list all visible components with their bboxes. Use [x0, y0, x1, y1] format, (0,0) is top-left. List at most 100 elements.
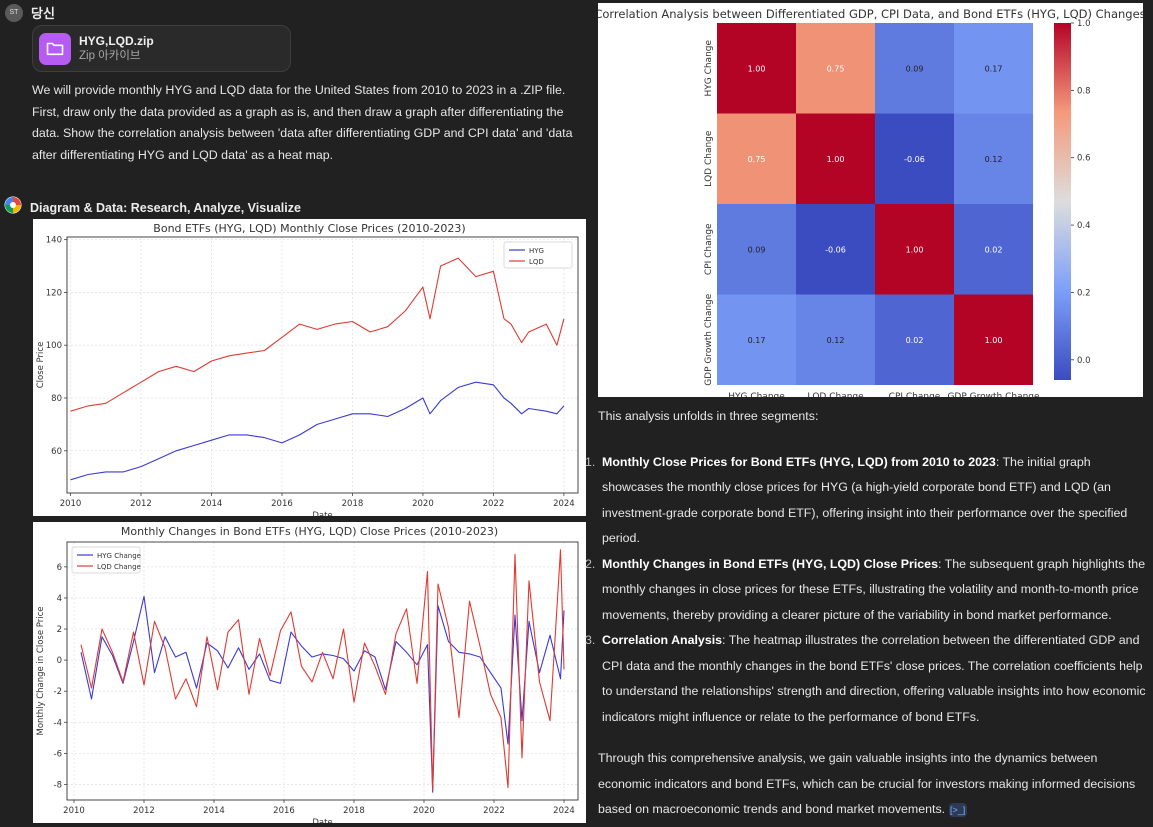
list-number: 1.: [585, 454, 596, 469]
code-citation-icon[interactable]: [>_]: [948, 802, 967, 817]
y-tick-label: -4: [54, 718, 62, 728]
heatmap-value: -0.06: [904, 155, 925, 164]
heatmap-cell: [717, 294, 796, 385]
y-tick-label: 4: [57, 594, 62, 604]
assistant-name: Diagram & Data: Research, Analyze, Visua…: [30, 200, 301, 215]
analysis-item: 1. Monthly Close Prices for Bond ETFs (HY…: [585, 450, 1153, 552]
colorbar: [1054, 23, 1071, 380]
heatmap-value: 0.09: [748, 245, 766, 254]
heatmap-value: 0.12: [985, 155, 1003, 164]
heatmap-x-label: HYG Change: [728, 392, 785, 397]
heatmap-x-label: CPI Change: [889, 392, 941, 397]
heatmap-cell: [875, 113, 954, 204]
series-line-hyg: [70, 381, 565, 481]
heatmap-value: -0.06: [825, 245, 846, 254]
heatmap-cell: [717, 23, 796, 114]
heatmap-value: 1.00: [748, 64, 766, 73]
heatmap-cell: [954, 113, 1033, 204]
price-chart: Bond ETFs (HYG, LQD) Monthly Close Price…: [33, 219, 586, 516]
y-tick-label: 2: [57, 625, 62, 635]
legend-label: LQD Change: [97, 563, 141, 571]
x-tick-label: 2024: [553, 499, 575, 509]
heatmap-cell: [717, 113, 796, 204]
heatmap-cell: [954, 204, 1033, 295]
plot-area-frame: [66, 541, 579, 801]
price-chart-svg: Bond ETFs (HYG, LQD) Monthly Close Price…: [36, 222, 579, 516]
y-tick-label: 120: [46, 288, 62, 298]
analysis-intro: This analysis unfolds in three segments:: [598, 409, 819, 423]
list-number: 2.: [585, 556, 596, 571]
chat-left-column: ST 당신 HYG,LQD.zip Zip 아카이브 We will provi…: [4, 3, 586, 823]
series-line-lqd: [80, 549, 565, 792]
assistant-header: Diagram & Data: Research, Analyze, Visua…: [4, 196, 301, 219]
analysis-item-title: Monthly Close Prices for Bond ETFs (HYG,…: [602, 454, 996, 469]
attachment-type: Zip 아카이브: [79, 49, 141, 62]
x-tick-label: 2012: [130, 499, 152, 509]
legend-label: HYG: [529, 247, 544, 255]
x-tick-label: 2010: [63, 806, 85, 816]
colorbar-tick-label: 1.0: [1077, 19, 1091, 29]
y-tick-label: 100: [46, 341, 62, 351]
analysis-item-text: : The subsequent graph highlights the mo…: [602, 556, 1146, 622]
y-tick-label: -8: [54, 780, 62, 790]
heatmap-svg: Correlation Analysis between Differentia…: [594, 7, 1145, 402]
correlation-heatmap: Correlation Analysis between Differentia…: [594, 3, 1146, 402]
y-tick-label: 80: [51, 394, 62, 404]
change-chart: Monthly Changes in Bond ETFs (HYG, LQD) …: [33, 522, 586, 823]
heatmap-cell: [717, 204, 796, 295]
heatmap-value: 1.00: [985, 336, 1003, 345]
y-axis-label: Monthly Change in Close Price: [36, 606, 46, 735]
heatmap-value: 1.00: [906, 245, 924, 254]
analysis-list: 1. Monthly Close Prices for Bond ETFs (HY…: [585, 450, 1153, 731]
analysis-outro-text: Through this comprehensive analysis, we …: [598, 751, 1136, 816]
y-tick-label: 6: [57, 563, 62, 573]
user-header: ST 당신: [5, 3, 55, 22]
chart-title: Monthly Changes in Bond ETFs (HYG, LQD) …: [121, 525, 498, 538]
x-tick-label: 2018: [342, 499, 364, 509]
change-chart-svg: Monthly Changes in Bond ETFs (HYG, LQD) …: [36, 525, 579, 823]
chart-title: Correlation Analysis between Differentia…: [598, 7, 1143, 21]
heatmap-value: 0.17: [985, 64, 1003, 73]
heatmap-cell: [954, 294, 1033, 385]
heatmap-y-label: LQD Change: [704, 130, 714, 187]
heatmap-y-label: GDP Growth Change: [704, 293, 714, 386]
heatmap-cell: [954, 23, 1033, 114]
y-tick-label: 0: [57, 656, 62, 666]
user-prompt: We will provide monthly HYG and LQD data…: [32, 83, 573, 162]
x-axis-label: Date: [312, 511, 332, 516]
legend-label: HYG Change: [97, 552, 141, 560]
plot-area-frame: [66, 236, 579, 494]
x-tick-label: 2020: [413, 806, 435, 816]
legend-label: LQD: [529, 258, 544, 266]
x-tick-label: 2016: [271, 499, 293, 509]
colorbar-tick-label: 0.0: [1077, 356, 1091, 366]
x-tick-label: 2012: [133, 806, 155, 816]
x-tick-label: 2020: [412, 499, 434, 509]
colorbar-tick-label: 0.2: [1077, 288, 1091, 298]
attachment-card[interactable]: HYG,LQD.zip Zip 아카이브: [32, 25, 291, 72]
colorbar-tick-label: 0.6: [1077, 154, 1091, 164]
heatmap-x-label: LQD Change: [807, 392, 864, 397]
heatmap-cell: [875, 23, 954, 114]
chart-title: Bond ETFs (HYG, LQD) Monthly Close Price…: [153, 222, 465, 235]
heatmap-y-label: CPI Change: [704, 223, 714, 275]
x-tick-label: 2016: [273, 806, 295, 816]
heatmap-value: 0.75: [748, 155, 766, 164]
heatmap-x-label: GDP Growth Change: [947, 392, 1040, 397]
analysis-item-text: : The initial graph showcases the monthl…: [602, 454, 1128, 546]
x-tick-label: 2014: [201, 499, 223, 509]
heatmap-value: 0.75: [827, 64, 845, 73]
y-tick-label: -2: [54, 687, 62, 697]
y-axis-label: Close Price: [36, 342, 46, 389]
x-tick-label: 2024: [553, 806, 575, 816]
heatmap-cell: [796, 204, 875, 295]
analysis-outro: Through this comprehensive analysis, we …: [598, 746, 1153, 823]
attachment-name: HYG,LQD.zip: [79, 33, 154, 48]
heatmap-cell: [796, 23, 875, 114]
user-name: 당신: [31, 6, 55, 21]
heatmap-cell: [796, 113, 875, 204]
y-tick-label: -6: [54, 749, 62, 759]
analysis-item-title: Monthly Changes in Bond ETFs (HYG, LQD) …: [602, 556, 938, 571]
heatmap-cell: [875, 204, 954, 295]
x-tick-label: 2010: [60, 499, 82, 509]
